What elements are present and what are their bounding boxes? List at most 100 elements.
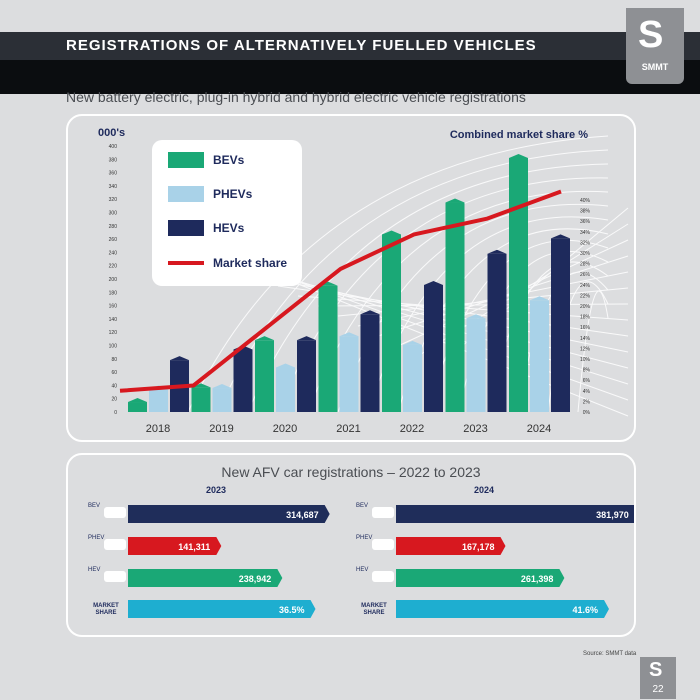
x-tick-label: 2020 [273, 423, 297, 435]
y2-tick-label: 14% [580, 336, 591, 342]
bar-tip-hevs-2021 [360, 310, 380, 315]
bar-phevs-2024 [530, 300, 549, 412]
bar-phevs-2023 [466, 318, 486, 412]
page-number: 22 [652, 684, 664, 695]
bar-value-market-share-2023: 36.5% [279, 605, 305, 615]
bar-phev-2023 [128, 537, 222, 555]
vehicle-icon-bev [372, 507, 394, 518]
bar-tip-bevs-2018 [128, 398, 147, 403]
bar-value-bev-2023: 314,687 [286, 510, 319, 520]
page-header: REGISTRATIONS OF ALTERNATIVELY FUELLED V… [0, 0, 700, 94]
y2-tick-label: 28% [580, 262, 591, 268]
bar-phevs-2021 [339, 336, 359, 412]
bar-tip-phevs-2022 [403, 340, 422, 345]
y-tick-label: 40 [111, 383, 117, 389]
legend-label-market-share: Market share [213, 256, 287, 270]
vehicle-icon-bev [104, 507, 126, 518]
chart-legend: BEVs PHEVs HEVs Market share [152, 140, 302, 286]
bar-tip-bevs-2024 [509, 153, 528, 158]
bar-hevs-2019 [233, 349, 253, 412]
y-tick-label: 0 [114, 410, 117, 416]
header-stripe [0, 60, 700, 94]
y2-tick-label: 8% [583, 368, 591, 374]
bar-tip-hevs-2023 [487, 249, 507, 254]
bar-phev-2024 [396, 537, 506, 555]
wireframe-line [577, 290, 609, 413]
y-tick-label: 160 [109, 304, 118, 310]
y-tick-label: 380 [109, 157, 118, 163]
page-number-box: S 22 [640, 657, 676, 699]
bar-market-share-2023 [128, 600, 316, 618]
bar-bev-2023 [128, 505, 330, 523]
smmt-small-logo-icon: S [649, 659, 663, 681]
vehicle-icon-hev [372, 571, 394, 582]
x-tick-label: 2021 [336, 423, 360, 435]
bar-tip-bevs-2020 [255, 336, 274, 341]
bar-hev-2024 [396, 569, 565, 587]
bar-tip-phevs-2020 [276, 363, 295, 368]
group-label-2024: 2024 [474, 485, 494, 495]
bar-bevs-2021 [318, 285, 338, 412]
bar-tip-phevs-2023 [466, 314, 486, 319]
y-tick-label: 340 [109, 184, 118, 190]
bar-tip-hevs-2018 [170, 356, 189, 361]
row-label-market: MARKET [93, 603, 119, 609]
row-label-phev: PHEV [88, 535, 104, 541]
wireframe-line [247, 163, 609, 413]
bar-tip-hevs-2022 [424, 280, 443, 285]
row-label-hev: HEV [88, 567, 100, 573]
bar-hevs-2021 [360, 314, 380, 412]
bar-phevs-2019 [212, 388, 232, 412]
wireframe-line [317, 303, 629, 307]
bar-phevs-2018 [149, 389, 168, 412]
wireframe-line [217, 149, 609, 413]
y2-tick-label: 32% [580, 240, 591, 246]
page-title: REGISTRATIONS OF ALTERNATIVELY FUELLED V… [66, 37, 537, 54]
x-tick-label: 2022 [400, 423, 424, 435]
bar-phevs-2020 [276, 367, 295, 412]
bar-tip-phevs-2021 [339, 332, 359, 337]
bar-tip-bevs-2019 [191, 383, 211, 388]
x-tick-label: 2018 [146, 423, 170, 435]
bar-value-bev-2024: 381,970 [596, 510, 629, 520]
x-tick-label: 2023 [463, 423, 487, 435]
x-tick-label: 2024 [527, 423, 551, 435]
y2-tick-label: 38% [580, 209, 591, 215]
y-tick-label: 300 [109, 211, 118, 217]
bar-bevs-2019 [191, 387, 211, 412]
y-tick-label: 320 [109, 197, 118, 203]
bar-tip-phevs-2019 [212, 384, 232, 389]
legend-label-bevs: BEVs [213, 153, 245, 167]
row-label-market: MARKET [361, 603, 387, 609]
y-tick-label: 280 [109, 224, 118, 230]
source-note: Source: SMMT data [583, 651, 637, 657]
y2-tick-label: 2% [583, 399, 591, 405]
y2-tick-label: 4% [583, 389, 591, 395]
bar-tip-hevs-2020 [297, 336, 316, 341]
chart-subtitle: New battery electric, plug-in hybrid and… [66, 89, 526, 105]
legend-box [152, 140, 302, 286]
bar-value-hev-2023: 238,942 [239, 574, 272, 584]
legend-swatch-bevs [168, 152, 204, 168]
y-tick-label: 200 [109, 277, 118, 283]
y2-tick-label: 6% [583, 378, 591, 384]
bar-hevs-2023 [487, 253, 507, 412]
market-share-line [119, 189, 562, 393]
y2-tick-label: 18% [580, 315, 591, 321]
y-tick-label: 140 [109, 317, 118, 323]
y2-tick-label: 20% [580, 304, 591, 310]
bar-hevs-2020 [297, 340, 316, 412]
y-tick-label: 120 [109, 330, 118, 336]
y-tick-label: 80 [111, 357, 117, 363]
y2-tick-label: 40% [580, 198, 591, 204]
y2-tick-label: 12% [580, 346, 591, 352]
y-tick-label: 100 [109, 344, 118, 350]
title-bar [0, 32, 700, 60]
y2-tick-label: 26% [580, 272, 591, 278]
bar-bevs-2018 [128, 402, 147, 412]
bar-tip-bevs-2022 [382, 230, 401, 235]
row-label-phev: PHEV [356, 535, 372, 541]
bar-tip-phevs-2024 [530, 296, 549, 301]
main-chart-panel: 000's Combined market share % 0 20 40 60 80 100… [66, 114, 636, 442]
afv-comparison-chart: New AFV car registrations – 2022 to 2023… [88, 464, 634, 618]
